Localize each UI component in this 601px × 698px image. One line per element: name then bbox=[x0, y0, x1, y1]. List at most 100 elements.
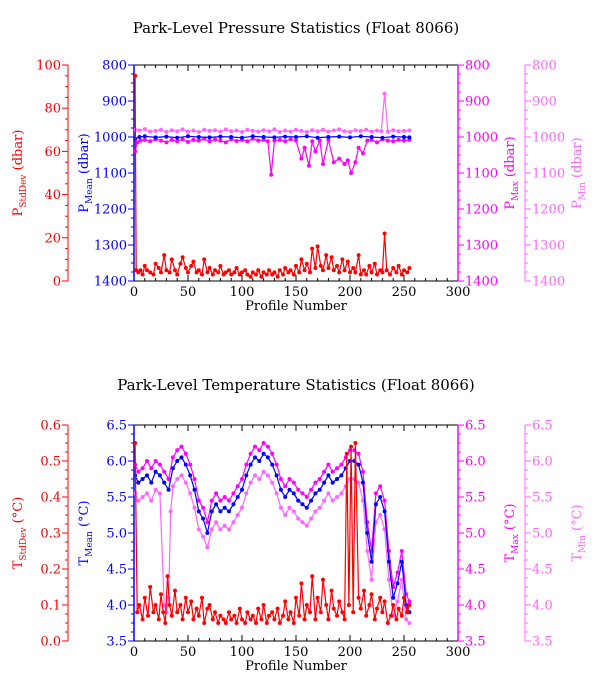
min-tick-label: 5.5 bbox=[532, 491, 553, 506]
stddev-data-point bbox=[304, 603, 309, 607]
min-data-point bbox=[253, 473, 257, 478]
max-data-point bbox=[272, 138, 277, 143]
min-data-point bbox=[326, 129, 331, 134]
stddev-data-point bbox=[378, 595, 383, 600]
mean-data-point bbox=[244, 473, 249, 478]
mean-data-point bbox=[407, 135, 412, 140]
stddev-axis-label-sub: StdDev bbox=[19, 527, 29, 561]
mean-data-point bbox=[222, 505, 227, 510]
max-data-point bbox=[157, 462, 162, 467]
max-axis-label-main: P bbox=[503, 201, 518, 210]
min-data-point bbox=[261, 128, 266, 133]
stddev-data-point bbox=[353, 441, 358, 445]
min-data-point bbox=[180, 127, 185, 132]
stddev-axis-label: TStdDev (°C) bbox=[11, 497, 29, 570]
min-data-point bbox=[159, 127, 163, 132]
min-data-point bbox=[278, 505, 283, 510]
mean-tick-label: 1300 bbox=[94, 239, 127, 254]
mean-data-point bbox=[145, 473, 149, 478]
min-tick-label: 1300 bbox=[532, 239, 565, 254]
mean-data-point bbox=[309, 498, 314, 503]
mean-data-point bbox=[296, 498, 301, 503]
min-data-point bbox=[342, 129, 347, 134]
max-series-line bbox=[134, 138, 410, 175]
min-series-line bbox=[135, 93, 410, 133]
mean-tick-label: 4.0 bbox=[106, 599, 127, 614]
min-data-point bbox=[265, 473, 270, 478]
stddev-data-point bbox=[183, 266, 188, 270]
stddev-data-point bbox=[337, 270, 342, 275]
max-data-point bbox=[395, 570, 400, 575]
stddev-data-point bbox=[205, 270, 210, 275]
min-data-point bbox=[207, 128, 212, 133]
mean-data-point bbox=[402, 135, 406, 139]
max-tick-label: 800 bbox=[465, 59, 490, 74]
stddev-data-point bbox=[259, 274, 264, 279]
max-data-point bbox=[302, 145, 307, 150]
min-data-point bbox=[202, 127, 207, 132]
mean-tick-label: 900 bbox=[102, 95, 127, 110]
min-data-point bbox=[261, 469, 266, 474]
mean-data-point bbox=[218, 509, 223, 514]
max-data-point bbox=[317, 138, 322, 143]
mean-data-point bbox=[188, 473, 193, 478]
x-tick-label: 200 bbox=[338, 645, 363, 660]
stddev-data-point bbox=[356, 253, 361, 258]
mean-data-point bbox=[348, 135, 352, 140]
stddev-data-point bbox=[240, 270, 244, 275]
stddev-data-point bbox=[140, 617, 145, 622]
min-data-point bbox=[378, 513, 383, 517]
mean-data-point bbox=[214, 502, 219, 507]
series-group bbox=[134, 73, 412, 279]
max-data-point bbox=[223, 140, 228, 145]
min-data-point bbox=[326, 491, 331, 496]
mean-data-point bbox=[179, 455, 184, 460]
min-data-point bbox=[270, 480, 275, 485]
mean-data-point bbox=[317, 487, 322, 492]
stddev-data-point bbox=[245, 272, 250, 277]
stddev-data-point bbox=[227, 268, 231, 273]
stddev-data-point bbox=[221, 617, 226, 622]
min-data-point bbox=[391, 128, 396, 133]
stddev-tick-label: 0 bbox=[53, 275, 61, 290]
max-data-point bbox=[207, 139, 212, 144]
min-data-point bbox=[162, 603, 167, 607]
pressure-panel: Park-Level Pressure Statistics (Float 80… bbox=[11, 19, 588, 314]
stddev-data-point bbox=[324, 253, 329, 258]
stddev-data-point bbox=[372, 261, 377, 266]
max-data-point bbox=[209, 498, 214, 503]
max-data-point bbox=[313, 149, 318, 154]
stddev-data-point bbox=[169, 613, 174, 618]
mean-data-point bbox=[261, 135, 266, 139]
max-data-point bbox=[274, 462, 279, 467]
stddev-data-point bbox=[351, 610, 356, 615]
min-data-point bbox=[234, 128, 239, 133]
min-data-point bbox=[196, 130, 201, 134]
min-data-point bbox=[396, 129, 401, 134]
min-data-point bbox=[356, 480, 361, 485]
stddev-data-point bbox=[162, 253, 167, 258]
max-data-point bbox=[296, 487, 301, 492]
min-data-point bbox=[183, 480, 188, 485]
stddev-data-point bbox=[297, 270, 302, 275]
min-data-point bbox=[240, 505, 244, 510]
stddev-data-point bbox=[272, 617, 277, 622]
mean-tick-label: 6.0 bbox=[106, 455, 127, 470]
stddev-data-point bbox=[167, 270, 172, 275]
min-data-point bbox=[365, 549, 370, 553]
mean-axis-label-sub: Mean bbox=[85, 178, 95, 204]
stddev-data-point bbox=[345, 259, 350, 264]
stddev-data-point bbox=[288, 610, 293, 615]
stddev-data-point bbox=[134, 441, 138, 445]
x-tick-label: 300 bbox=[446, 285, 471, 300]
min-data-point bbox=[375, 128, 379, 133]
min-data-point bbox=[313, 509, 318, 514]
stddev-data-point bbox=[254, 272, 258, 277]
mean-data-point bbox=[365, 531, 370, 535]
stddev-data-point bbox=[250, 613, 255, 618]
stddev-data-point bbox=[167, 603, 172, 607]
mean-data-point bbox=[399, 559, 404, 564]
min-data-point bbox=[272, 127, 277, 132]
min-data-point bbox=[148, 129, 153, 134]
max-tick-label: 1300 bbox=[465, 239, 498, 254]
